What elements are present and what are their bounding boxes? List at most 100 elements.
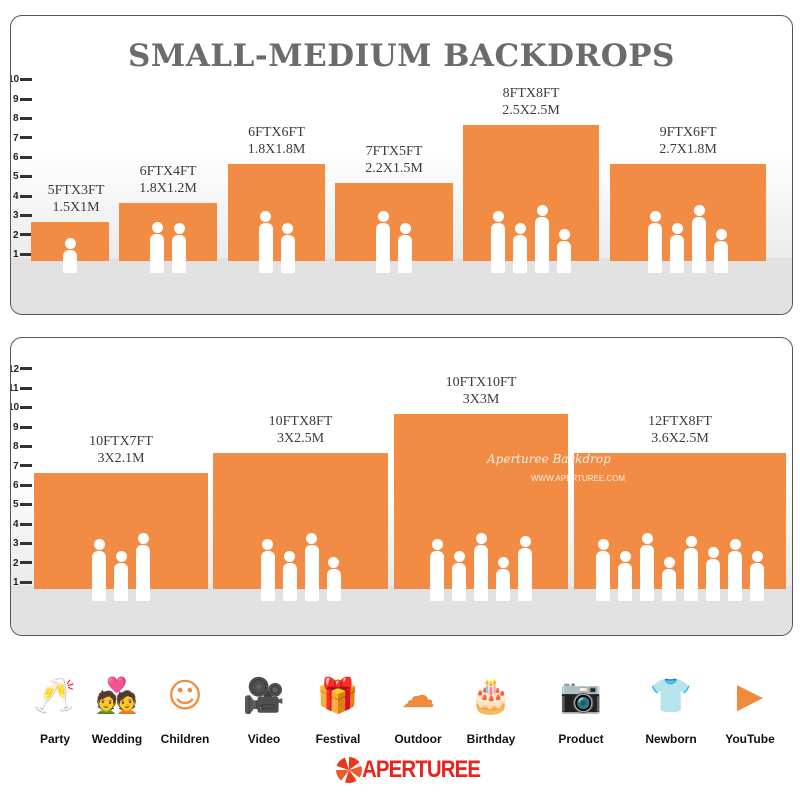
person-silhouette [280, 222, 295, 273]
size-ft: 7FTX5FT [365, 144, 423, 160]
ruler-tick: 11 [11, 384, 32, 394]
backdrop-size-6ftx4ft [119, 202, 217, 273]
champagne-glasses-icon: 🥂 [33, 676, 77, 716]
size-label: 12FTX8FT 3.6X2.5M [648, 413, 712, 447]
use-case-label: Birthday [466, 732, 516, 746]
person-silhouette [618, 550, 632, 601]
backdrop-size-10ftx7ft [34, 472, 208, 601]
use-case-icons: 🥂 Party 💑 Wedding ☺☺ Children 🎥 Video 🎁 Festival ☁… [0, 670, 800, 750]
birthday-cake-icon: 🎂 [469, 676, 513, 716]
person-silhouette [260, 539, 275, 601]
size-ft: 10FTX7FT [89, 433, 153, 449]
backdrop-size-10ftx8ft [213, 453, 388, 601]
ruler-tick: 1 [13, 250, 32, 260]
size-m: 3X2.1M [97, 450, 145, 466]
use-case-newborn: 👕 Newborn [636, 670, 706, 746]
use-case-label: Product [558, 732, 604, 746]
person-silhouette [398, 222, 412, 273]
person-silhouette [640, 532, 654, 601]
ruler-tick: 9 [13, 94, 32, 105]
person-silhouette [706, 547, 720, 601]
backdrop-size-10ftx10ft [394, 414, 568, 601]
size-m: 1.8X1.8M [247, 142, 306, 157]
use-case-festival: 🎁 Festival [303, 670, 373, 746]
camera-icon: 📷 [559, 676, 603, 716]
use-case-label: YouTube [725, 732, 775, 746]
size-label: 10FTX10FT 3X3M [446, 374, 517, 408]
size-ft: 5FTX3FT [47, 183, 105, 199]
size-label: 6FTX6FT 1.8X1.8M [248, 124, 306, 158]
person-silhouette [172, 222, 186, 273]
person-silhouette [714, 229, 728, 273]
size-label: 6FTX4FT 1.8X1.2M [139, 163, 197, 197]
size-label: 7FTX5FT 2.2X1.5M [365, 143, 423, 177]
movie-camera-icon: 🎥 [242, 676, 286, 716]
size-label: 10FTX8FT 3X2.5M [269, 413, 333, 447]
size-ft: 6FTX6FT [248, 125, 305, 140]
size-ft: 10FTX10FT [445, 375, 517, 391]
person-silhouette [684, 536, 698, 601]
ruler-tick: 6 [13, 153, 32, 163]
size-m: 3.6X2.5M [651, 431, 709, 447]
size-ft: 9FTX6FT [659, 125, 717, 140]
use-case-label: Festival [315, 732, 361, 746]
watermark-url: WWW.APERTUREE.COM [531, 474, 626, 483]
backdrop-size-12ftx8ft [574, 453, 786, 601]
backdrop-size-5ftx3ft [31, 222, 109, 273]
size-m: 3X3M [462, 392, 500, 408]
size-m: 2.2X1.5M [365, 161, 423, 177]
ruler-tick: 4 [13, 191, 32, 202]
ruler-tick: 8 [13, 442, 32, 452]
panel-title: SMALL-MEDIUM BACKDROPS [128, 38, 675, 74]
gift-box-icon: 🎁 [316, 676, 360, 716]
backdrop-size-6ftx6ft [228, 164, 325, 273]
person-silhouette [326, 556, 341, 601]
use-case-youtube: ▶ YouTube [715, 670, 785, 746]
size-ft: 6FTX4FT [139, 163, 197, 179]
backdrop-size-8ftx8ft [463, 125, 599, 273]
ruler-tick: 4 [13, 519, 32, 530]
brand-logo: APERTUREE [336, 756, 501, 784]
person-silhouette [150, 222, 164, 273]
size-m: 1.8X1.2M [139, 180, 197, 196]
ruler-tick: 1 [13, 578, 32, 588]
use-case-wedding: 💑 Wedding [82, 670, 152, 746]
ruler-tick: 3 [13, 211, 32, 221]
backdrop-size-9ftx6ft [610, 164, 766, 273]
play-button-icon: ▶ [736, 676, 764, 716]
person-silhouette [750, 550, 764, 601]
use-case-party: 🥂 Party [20, 670, 90, 746]
size-m: 2.7X1.8M [659, 142, 717, 157]
person-silhouette [662, 556, 676, 601]
wedding-couple-icon: 💑 [95, 676, 139, 716]
baby-onesie-icon: 👕 [649, 676, 693, 716]
person-silhouette [474, 532, 488, 601]
use-case-label: Video [247, 732, 281, 746]
person-silhouette [63, 237, 77, 273]
size-label: 9FTX6FT 2.7X1.8M [659, 124, 717, 158]
ruler-tick: 9 [13, 422, 32, 433]
cloud-icon: ☁ [401, 676, 435, 716]
ruler-tick: 5 [13, 172, 32, 182]
use-case-video: 🎥 Video [229, 670, 299, 746]
backdrop-size-7ftx5ft [335, 183, 453, 273]
person-silhouette [114, 550, 128, 601]
brand-name: APERTUREE [362, 756, 481, 783]
ruler-tick: 2 [13, 230, 32, 241]
use-case-label: Outdoor [394, 732, 442, 746]
person-silhouette [92, 539, 106, 601]
size-label: 10FTX7FT 3X2.1M [89, 433, 153, 467]
ruler-tick: 10 [11, 403, 33, 413]
use-case-product: 📷 Product [546, 670, 616, 746]
ruler-tick: 10 [11, 75, 33, 85]
person-silhouette [728, 539, 742, 601]
size-label: 5FTX3FT 1.5X1M [48, 182, 105, 216]
size-ft: 8FTX8FT [502, 86, 560, 102]
use-case-label: Newborn [645, 732, 697, 746]
ruler-tick: 2 [13, 558, 32, 569]
large-backdrops-panel: 12345678910111210FTX7FT3X2.1M10FTX8FT3X2… [10, 337, 793, 636]
person-silhouette [430, 539, 444, 601]
person-silhouette [670, 222, 684, 273]
person-silhouette [136, 532, 150, 601]
person-silhouette [376, 211, 390, 273]
